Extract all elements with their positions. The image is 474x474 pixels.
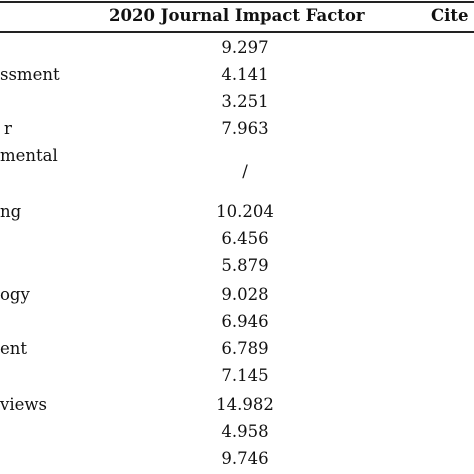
row-value: 4.141 <box>221 65 269 84</box>
row-value: 6.946 <box>221 312 269 331</box>
row-value: 6.789 <box>221 339 269 358</box>
row-label: mental <box>0 146 58 165</box>
table-row: 3.251 <box>0 91 474 113</box>
row-value: 5.879 <box>221 256 269 275</box>
header-cite: Cite <box>431 6 469 25</box>
table-row: 4.958 <box>0 421 474 443</box>
header-impact-factor: 2020 Journal Impact Factor <box>109 6 365 25</box>
row-value: 14.982 <box>216 395 274 414</box>
row-value: 3.251 <box>221 92 269 111</box>
table-row: ogy 9.028 <box>0 284 474 306</box>
table-row: 9.746 <box>0 448 474 470</box>
table-row: ng 10.204 <box>0 201 474 223</box>
table-top-rule <box>0 1 474 3</box>
row-value: 7.963 <box>221 119 269 138</box>
row-value: 7.145 <box>221 366 269 385</box>
row-label: ssment <box>0 65 60 84</box>
row-value: 6.456 <box>221 229 269 248</box>
table-row: 6.456 <box>0 228 474 250</box>
row-value: / <box>242 162 248 181</box>
table-row: 9.297 <box>0 37 474 59</box>
table-row: ssment 4.141 <box>0 64 474 86</box>
table-row: r 7.963 <box>0 118 474 140</box>
row-label: r <box>4 119 12 138</box>
row-label: ng <box>0 202 22 221</box>
row-label: ent <box>0 339 28 358</box>
row-value: 9.297 <box>221 38 269 57</box>
row-value: 9.746 <box>221 449 269 468</box>
table-row: 6.946 <box>0 311 474 333</box>
row-value: 4.958 <box>221 422 269 441</box>
row-value: 10.204 <box>216 202 274 221</box>
table-row: 5.879 <box>0 255 474 277</box>
table-row: / <box>0 161 474 183</box>
table-row: views 14.982 <box>0 394 474 416</box>
table-row: 7.145 <box>0 365 474 387</box>
row-value: 9.028 <box>221 285 269 304</box>
row-label: ogy <box>0 285 30 304</box>
table-row: mental <box>0 145 474 167</box>
table-row: ent 6.789 <box>0 338 474 360</box>
header-rule <box>0 31 474 33</box>
row-label: views <box>0 395 47 414</box>
